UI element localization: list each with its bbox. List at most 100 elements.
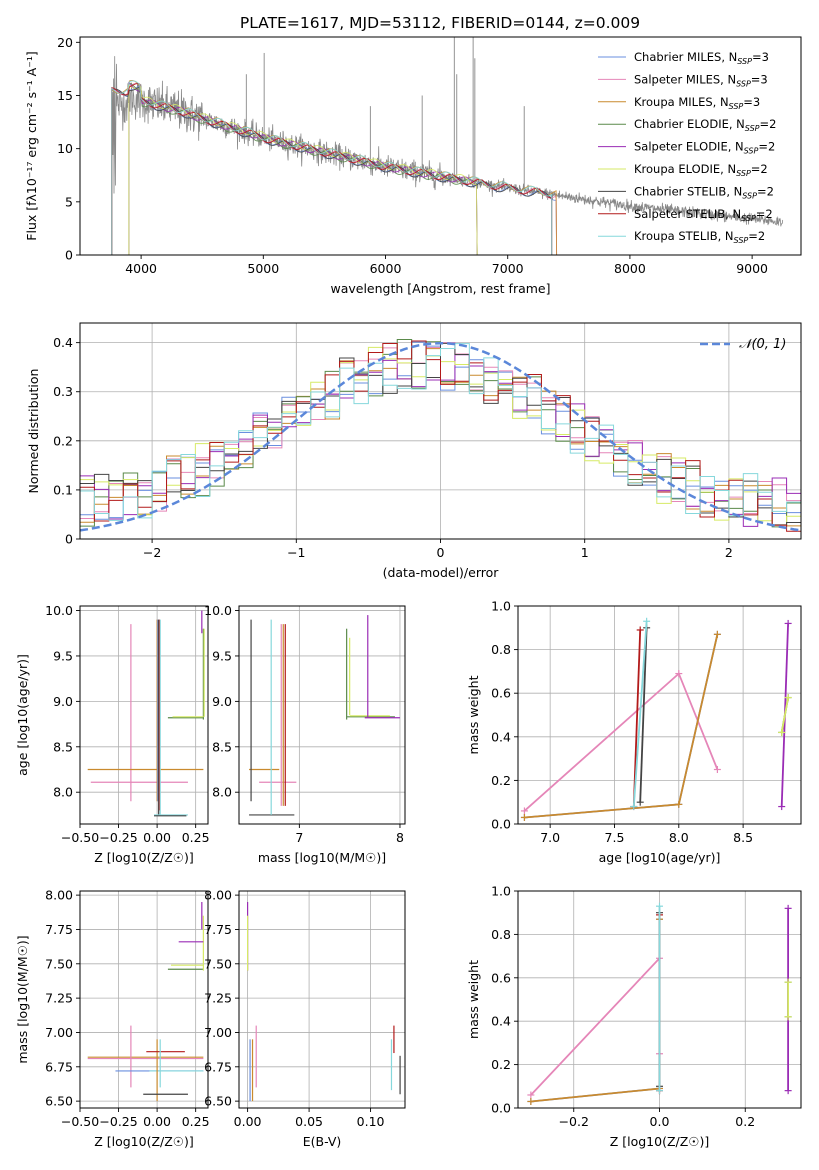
- hist-series-8: [80, 340, 801, 532]
- y-tick-label: 0.4: [491, 729, 511, 744]
- figure-title: PLATE=1617, MJD=53112, FIBERID=0144, z=0…: [240, 14, 640, 32]
- y-tick-label: 7.75: [45, 922, 73, 937]
- y-tick-label: 7.50: [204, 956, 232, 971]
- y-tick-label: 8.0: [212, 785, 232, 800]
- axes-frame: [79, 322, 802, 540]
- y-tick-label: 0.2: [491, 1057, 511, 1072]
- y-tick-label: 10: [57, 141, 73, 156]
- x-axis-label: Z [log10(Z/Z☉)]: [94, 850, 194, 865]
- x-axis-label: mass [log10(M/M☉)]: [258, 850, 386, 865]
- z-weight-axes: −0.2 0.0 0.2 0.0 0.2 0.4 0.6 0.8 1.0 Z [log10(Z/Z…: [466, 884, 802, 1149]
- x-axis-label: wavelength [Angstrom, rest frame]: [330, 281, 550, 296]
- x-tick-label: −0.50: [61, 1114, 99, 1129]
- axes-frame: [517, 890, 802, 1109]
- weight-series-2: [530, 956, 661, 1096]
- x-tick-label: −0.50: [61, 830, 99, 845]
- y-tick-label: 0.1: [53, 482, 73, 497]
- x-tick-label: 7.5: [605, 830, 625, 845]
- y-tick-label: 8.0: [53, 785, 73, 800]
- y-tick-label: 9.0: [53, 694, 73, 709]
- y-tick-label: 0.2: [491, 773, 511, 788]
- weight-series-2: [523, 672, 719, 812]
- y-axis-label: Flux [fλ10⁻¹⁷ erg cm⁻² s⁻¹ A⁻¹]: [24, 51, 39, 240]
- y-tick-label: 7.00: [204, 1025, 232, 1040]
- y-tick-label: 7.50: [45, 956, 73, 971]
- x-tick-label: 8.5: [733, 830, 753, 845]
- y-tick-label: 0.4: [53, 335, 73, 350]
- y-tick-label: 1.0: [491, 599, 511, 614]
- x-tick-label: −2: [143, 545, 161, 560]
- x-axis-label: (data-model)/error: [383, 565, 500, 580]
- mass-age-axes: 7 8 8.0 8.5 9.0 9.5 10.0 mass [log10(M/M☉)]: [204, 603, 406, 865]
- y-tick-label: 10.0: [204, 603, 232, 618]
- axes-frame: [517, 605, 802, 825]
- legend-entry: Salpeter STELIB, NSSP=2: [634, 207, 773, 223]
- model-line-9: [111, 80, 553, 255]
- plot-layer: 4000 5000 6000 7000 8000 900005101520waveleng…: [15, 35, 802, 1149]
- hist-series-9: [80, 343, 801, 521]
- x-tick-label: 0.00: [234, 1114, 262, 1129]
- y-tick-label: 1.0: [491, 884, 511, 899]
- x-tick-label: 0.05: [295, 1114, 323, 1129]
- axes-frame: [238, 605, 406, 825]
- y-axis-label: mass weight: [466, 675, 481, 754]
- x-tick-label: 0.0: [650, 1114, 670, 1129]
- x-tick-label: 7: [295, 830, 303, 845]
- x-tick-label: 8: [396, 830, 404, 845]
- y-tick-label: 7.25: [204, 991, 232, 1006]
- y-tick-label: 7.25: [45, 991, 73, 1006]
- plot-area: [80, 606, 208, 824]
- x-axis-label: age [log10(age/yr)]: [599, 850, 721, 865]
- x-tick-label: 0.25: [182, 1114, 210, 1129]
- y-tick-label: 0.0: [491, 1101, 511, 1116]
- x-tick-label: 7000: [492, 261, 524, 276]
- x-tick-label: −0.25: [99, 1114, 137, 1129]
- y-tick-label: 7.00: [45, 1025, 73, 1040]
- weight-series-6: [780, 697, 789, 733]
- y-tick-label: 0.6: [491, 970, 511, 985]
- model-line-7: [111, 86, 553, 255]
- legend-entry: Salpeter ELODIE, NSSP=2: [634, 140, 775, 156]
- weight-series-9: [632, 621, 648, 807]
- axes-frame: [79, 36, 802, 256]
- weight-series-8: [632, 629, 642, 807]
- y-tick-label: 7.75: [204, 922, 232, 937]
- x-tick-label: 2: [725, 545, 733, 560]
- legend-entry: Kroupa STELIB, NSSP=2: [634, 229, 765, 245]
- plot-area: [80, 891, 208, 1108]
- y-tick-label: 0.2: [53, 433, 73, 448]
- y-tick-label: 6.50: [204, 1094, 232, 1109]
- y-tick-label: 0.8: [491, 927, 511, 942]
- axes-frame: [79, 890, 209, 1109]
- y-tick-label: 8.5: [212, 739, 232, 754]
- x-axis-label: E(B-V): [303, 1134, 342, 1149]
- y-tick-label: 0.6: [491, 686, 511, 701]
- x-tick-label: −0.25: [99, 830, 137, 845]
- axes-frame: [238, 890, 406, 1109]
- y-tick-label: 0.4: [491, 1014, 511, 1029]
- x-tick-label: 6000: [370, 261, 402, 276]
- y-tick-label: 20: [57, 35, 73, 50]
- plot-area: [239, 606, 405, 824]
- y-tick-label: 5: [65, 194, 73, 209]
- legend-entry: Chabrier MILES, NSSP=3: [634, 50, 769, 66]
- plot-area: [518, 606, 801, 824]
- x-tick-label: 9000: [736, 261, 768, 276]
- spectrum-axes: 4000 5000 6000 7000 8000 9000 0 5 10 15 20 waveleng…: [24, 35, 802, 296]
- axes-frame: [79, 605, 209, 825]
- z-age-axes: −0.50 −0.25 0.00 0.25 8.0 8.5 9.0 9.5 10.0 Z [log…: [15, 603, 210, 865]
- gaussian-legend-label: 𝒩(0, 1): [739, 337, 786, 352]
- x-tick-label: 4000: [125, 261, 157, 276]
- y-tick-label: 0.3: [53, 384, 73, 399]
- histogram-axes: −2 −1 0 1 2 0 0.1 0.2 0.3 0.4 (data-model)/error No…: [26, 322, 802, 580]
- x-tick-label: 0.10: [357, 1114, 385, 1129]
- x-tick-label: 0.00: [143, 830, 171, 845]
- x-tick-label: −1: [287, 545, 305, 560]
- y-axis-label: Normed distribution: [26, 369, 41, 494]
- y-tick-label: 9.5: [53, 648, 73, 663]
- x-axis-label: Z [log10(Z/Z☉)]: [94, 1134, 194, 1149]
- x-tick-label: 0: [437, 545, 445, 560]
- y-tick-label: 0: [65, 532, 73, 547]
- y-tick-label: 10.0: [45, 603, 73, 618]
